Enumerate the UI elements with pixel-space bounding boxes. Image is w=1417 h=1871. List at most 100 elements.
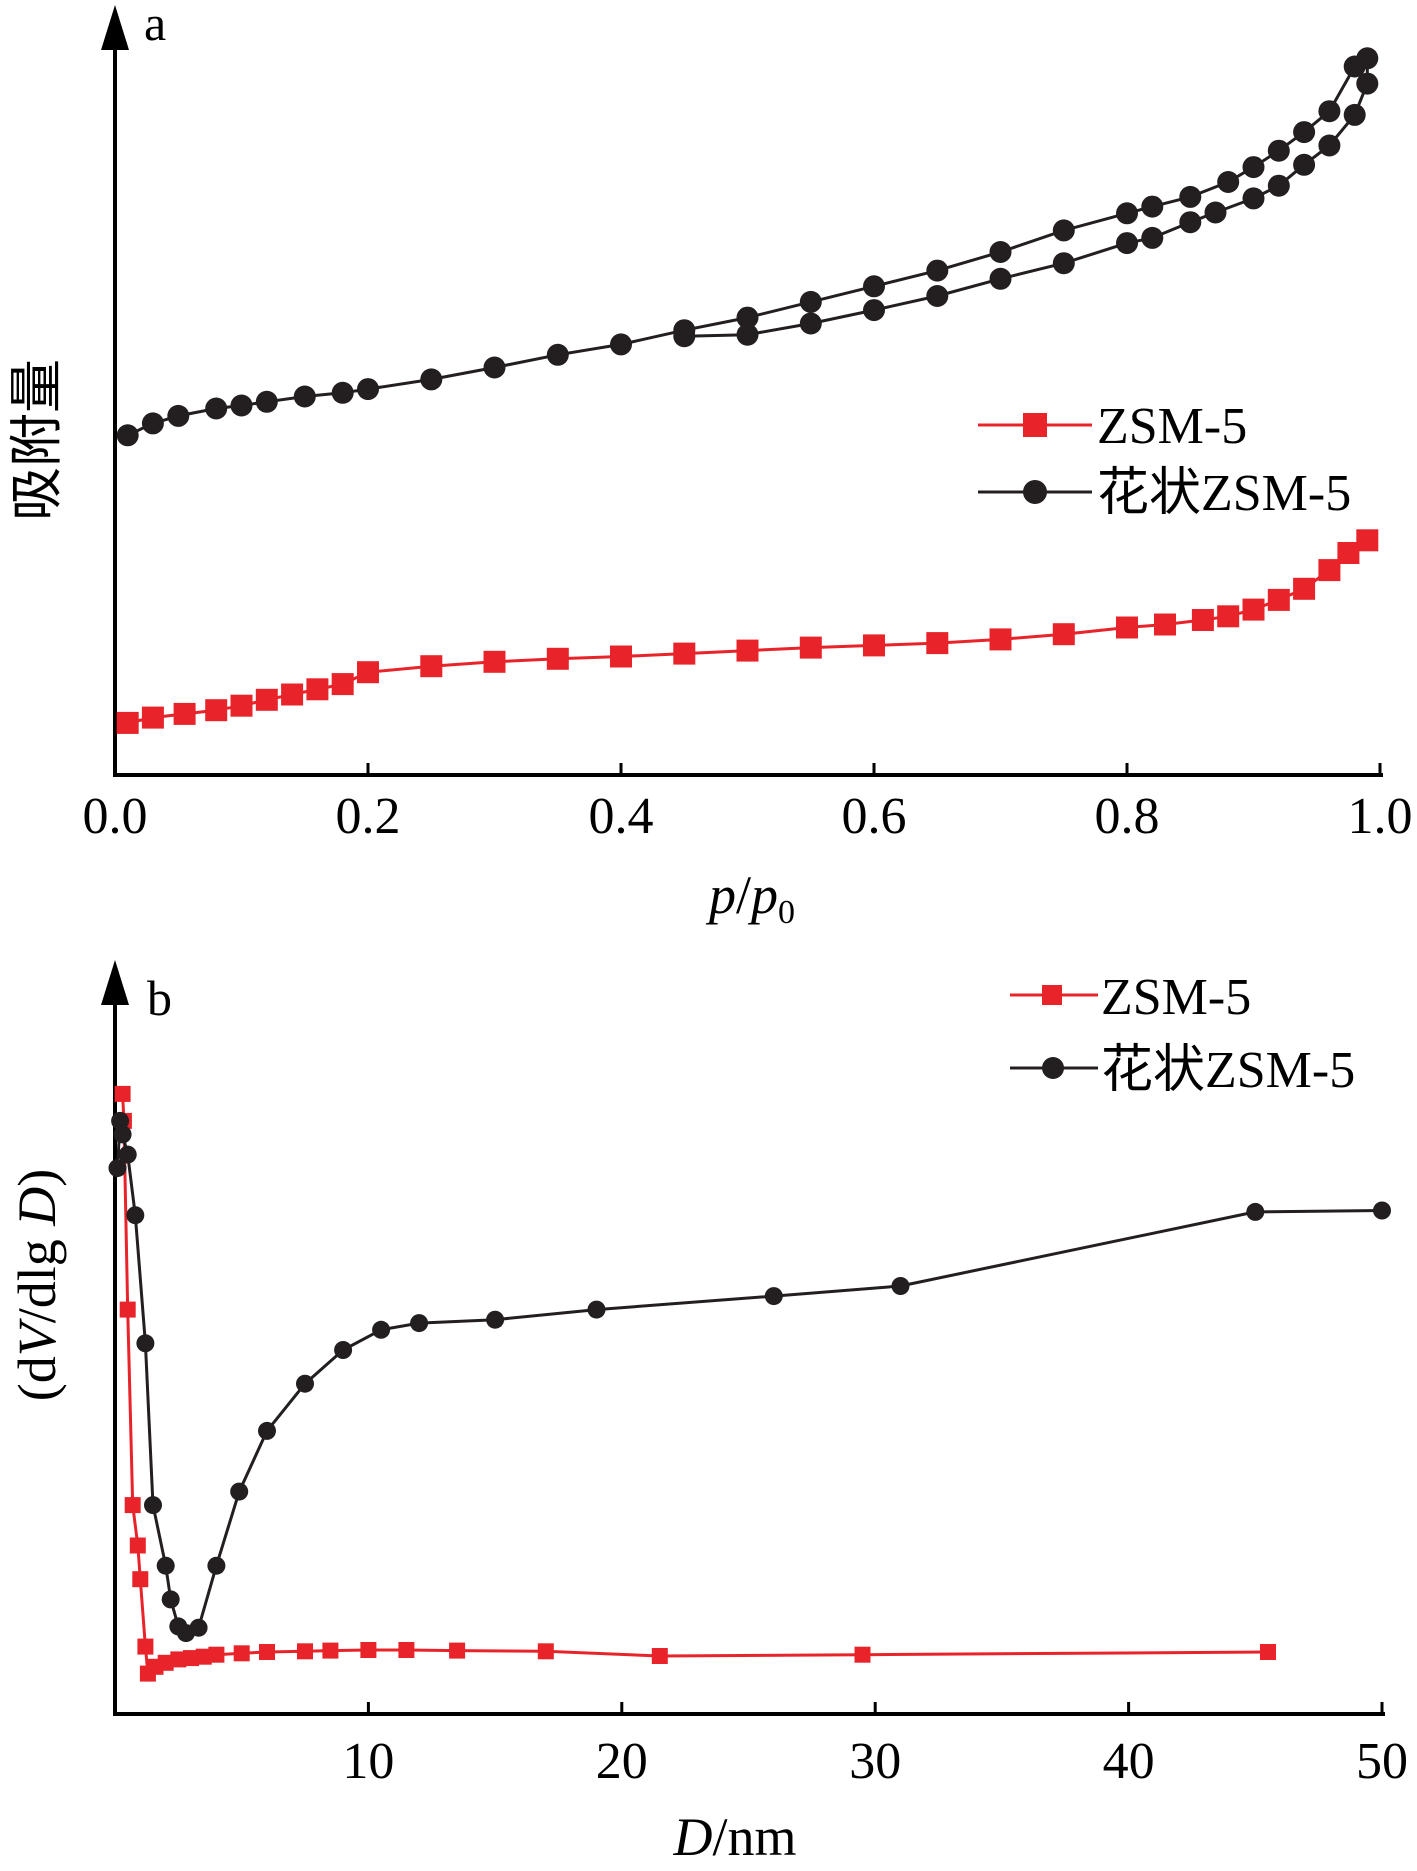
panel-a-point-zsm5 (1242, 598, 1265, 621)
panel-a-series-flower-zsm5 (116, 47, 1379, 447)
panel-a-point-flower-zsm5 (736, 323, 759, 346)
panel-a-point-flower-zsm5 (1052, 252, 1075, 275)
panel-a-point-flower-zsm5 (546, 343, 569, 366)
panel-a-point-flower-zsm5 (331, 381, 354, 404)
panel-a-point-flower-zsm5 (1052, 219, 1075, 242)
panel-b-x-axis-title: D/nm (672, 1807, 796, 1867)
panel-a-point-flower-zsm5 (293, 385, 316, 408)
panel-a-point-flower-zsm5 (167, 404, 190, 427)
panel-b-legend-item-flower-zsm5: 花状ZSM-5 (1010, 1042, 1355, 1099)
panel-b-point-flower-zsm5 (230, 1482, 249, 1501)
panel-a-legend-label-zsm5: ZSM-5 (1097, 398, 1247, 455)
panel-a-x-tick-label: 0.8 (1095, 788, 1160, 845)
panel-a-point-flower-zsm5 (357, 378, 379, 401)
panel-a-point-zsm5 (989, 628, 1012, 651)
panel-a-point-flower-zsm5 (926, 259, 949, 282)
panel-a-point-flower-zsm5 (989, 267, 1012, 290)
panel-b-point-flower-zsm5 (126, 1206, 145, 1225)
panel-a-point-flower-zsm5 (1242, 187, 1265, 210)
panel-b-point-flower-zsm5 (410, 1314, 429, 1333)
panel-a-adsorption-isotherm: a 0.0 0.2 0.4 0.6 0.8 1.0 p/p0 吸附量 ZSM-5 花状ZS… (7, 0, 1413, 931)
panel-b-letter: b (147, 970, 172, 1026)
panel-b-y-axis-title: (dV/dlg D) (7, 1169, 67, 1401)
panel-b-point-zsm5 (170, 1651, 187, 1668)
panel-b-point-zsm5 (297, 1643, 313, 1660)
panel-b-x-axis-title-d: D (672, 1807, 712, 1867)
panel-a-point-zsm5 (331, 673, 354, 696)
panel-a-legend: ZSM-5 花状ZSM-5 (978, 398, 1351, 522)
panel-b-x-tick-label: 50 (1356, 1733, 1408, 1790)
panel-a-x-tick-label: 0.6 (842, 788, 907, 845)
panel-a-y-axis-arrow (101, 5, 129, 50)
panel-b-x-tick-label: 20 (596, 1733, 648, 1790)
panel-a-point-flower-zsm5 (141, 412, 164, 435)
panel-a-point-zsm5 (799, 636, 822, 659)
panel-a-point-zsm5 (420, 655, 443, 678)
panel-a-point-flower-zsm5 (1267, 139, 1290, 162)
panel-a-point-flower-zsm5 (1141, 226, 1164, 249)
panel-a-letter: a (144, 0, 166, 51)
panel-b-series-flower-zsm5 (108, 1111, 1391, 1643)
panel-a-series-zsm5 (116, 529, 1379, 734)
panel-a-x-axis-title: p/p0 (705, 865, 795, 931)
panel-a-point-zsm5 (673, 642, 696, 665)
panel-a-legend-marker-zsm5 (1023, 413, 1047, 437)
panel-a-point-zsm5 (610, 645, 632, 668)
panel-a-x-axis-title-p0: p (747, 865, 778, 925)
panel-a-point-flower-zsm5 (1318, 100, 1341, 123)
panel-a-legend-marker-flower-zsm5 (1023, 480, 1047, 504)
panel-a-legend-item-flower-zsm5: 花状ZSM-5 (978, 465, 1351, 522)
panel-a-series (116, 47, 1379, 734)
panel-b-point-flower-zsm5 (372, 1320, 391, 1339)
panel-b-legend-item-zsm5: ZSM-5 (1010, 969, 1251, 1026)
panel-b-point-zsm5 (259, 1644, 275, 1660)
panel-a-x-tick-label: 0.0 (83, 788, 148, 845)
panel-a-point-flower-zsm5 (483, 356, 506, 379)
panel-a-point-flower-zsm5 (1356, 72, 1379, 95)
panel-a-point-flower-zsm5 (1179, 185, 1202, 208)
panel-b-point-flower-zsm5 (486, 1310, 505, 1329)
panel-a-point-flower-zsm5 (863, 275, 885, 298)
panel-b-y-axis-title-v: V (7, 1317, 67, 1356)
panel-b-x-tick-label: 10 (342, 1733, 394, 1790)
panel-a-point-flower-zsm5 (989, 241, 1012, 263)
panel-a-point-flower-zsm5 (673, 325, 696, 348)
panel-a-point-flower-zsm5 (255, 390, 278, 413)
panel-a-point-zsm5 (736, 639, 759, 662)
panel-b-point-zsm5 (119, 1301, 136, 1318)
panel-a-x-tick-label: 0.2 (336, 788, 401, 845)
panel-b-point-flower-zsm5 (111, 1111, 130, 1130)
panel-b-series (108, 1085, 1391, 1682)
panel-b-axes (101, 960, 1385, 1716)
panel-a-point-zsm5 (546, 647, 569, 670)
panel-b-y-axis-title-pre: (d (7, 1356, 67, 1401)
panel-b-y-axis-title-d: D (7, 1187, 67, 1227)
panel-a-x-axis-title-sub: 0 (778, 894, 795, 931)
panel-b-point-flower-zsm5 (118, 1145, 137, 1164)
panel-b-point-zsm5 (449, 1642, 466, 1659)
panel-b-point-flower-zsm5 (108, 1159, 127, 1178)
panel-b-point-zsm5 (132, 1571, 149, 1588)
panel-b-x-ticks: 10 20 30 40 50 (342, 1702, 1408, 1790)
panel-a-x-ticks: 0.0 0.2 0.4 0.6 0.8 1.0 (83, 763, 1413, 845)
panel-a-x-axis-title-slash: / (736, 865, 751, 925)
panel-a-point-flower-zsm5 (1267, 174, 1290, 197)
panel-b-point-zsm5 (157, 1654, 174, 1671)
panel-b-point-flower-zsm5 (156, 1556, 175, 1575)
panel-a-point-flower-zsm5 (1318, 134, 1341, 157)
panel-a-point-flower-zsm5 (1179, 211, 1202, 234)
panel-a-point-zsm5 (1116, 616, 1138, 639)
panel-a-point-zsm5 (357, 661, 379, 684)
panel-a-legend-label-flower-zsm5: 花状ZSM-5 (1097, 465, 1351, 522)
panel-b-point-zsm5 (114, 1085, 131, 1102)
panel-b-point-flower-zsm5 (136, 1334, 155, 1353)
panel-b-y-axis-title-mid: /dlg (7, 1226, 67, 1324)
panel-a-point-zsm5 (483, 650, 506, 673)
panel-a-point-flower-zsm5 (1356, 47, 1379, 70)
panel-a-point-zsm5 (116, 711, 139, 734)
panel-a-point-zsm5 (306, 678, 329, 701)
panel-b-point-zsm5 (137, 1638, 154, 1655)
panel-a-point-flower-zsm5 (1293, 121, 1316, 144)
panel-a-point-zsm5 (173, 702, 196, 725)
